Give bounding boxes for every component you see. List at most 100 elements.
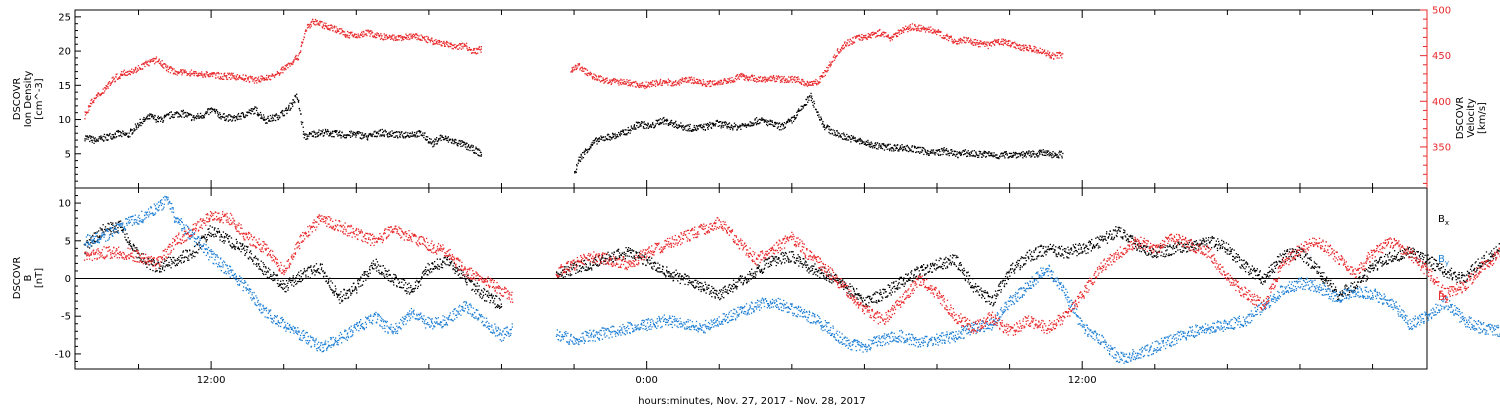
ion-density-point (827, 125, 829, 127)
velocity-point (1023, 44, 1025, 46)
ion-density-point (592, 140, 594, 142)
ion-density-point (1030, 151, 1032, 153)
velocity-point (174, 70, 176, 72)
velocity-point (235, 76, 238, 78)
velocity-point (119, 76, 121, 78)
velocity-point (417, 37, 419, 39)
bx-point (406, 283, 409, 286)
ion-density-point (608, 134, 610, 136)
ion-density-point (597, 138, 599, 140)
ion-density-point (828, 126, 831, 128)
velocity-point (195, 71, 197, 73)
bx-point (330, 280, 332, 282)
ion-density-point (272, 119, 274, 122)
velocity-point (113, 77, 115, 80)
ion-density-point (818, 116, 820, 118)
ion-density-point (680, 122, 682, 124)
velocity-point (235, 75, 237, 77)
ion-density-point (478, 148, 480, 150)
velocity-point (839, 51, 841, 53)
ion-density-point (1028, 150, 1030, 153)
ion-density-point (112, 136, 115, 138)
velocity-point (609, 81, 611, 84)
bx-point (201, 235, 203, 237)
velocity-point (109, 84, 111, 87)
ion-density-point (579, 156, 582, 158)
ion-density-point (471, 149, 473, 152)
velocity-point (646, 85, 648, 87)
ion-density-point (578, 160, 580, 162)
velocity-point (316, 20, 318, 22)
velocity-point (137, 65, 140, 67)
velocity-point (369, 35, 371, 37)
velocity-point (378, 35, 381, 38)
bx-point (302, 278, 304, 280)
velocity-point (593, 73, 595, 75)
ion-density-point (595, 137, 597, 140)
velocity-point (234, 78, 236, 80)
velocity-point (398, 39, 400, 41)
bx-point (248, 258, 250, 260)
velocity-point (681, 79, 683, 82)
ion-density-point (833, 130, 836, 132)
ion-density-point (362, 135, 365, 137)
velocity-point (121, 74, 123, 77)
bx-point (576, 269, 578, 271)
velocity-point (400, 37, 402, 39)
ion-density-point (339, 134, 341, 136)
velocity-point (967, 37, 969, 40)
velocity-point (685, 76, 687, 79)
velocity-point (955, 40, 957, 42)
ion-density-point (475, 147, 478, 150)
ion-density-point (445, 139, 448, 141)
ion-density-point (702, 128, 704, 131)
ion-density-point (843, 132, 845, 134)
velocity-point (405, 37, 407, 39)
ion-density-point (624, 129, 626, 131)
velocity-point (791, 81, 793, 83)
ion-density-point (574, 171, 576, 173)
ion-density-point (229, 119, 231, 121)
ion-density-point (934, 152, 936, 154)
bx-point (438, 265, 441, 268)
velocity-point (609, 79, 611, 81)
ion-density-point (632, 128, 634, 130)
ion-density-point (682, 124, 684, 127)
ion-density-point (303, 137, 305, 139)
ion-density-point (308, 135, 310, 137)
ion-density-point (678, 126, 680, 128)
velocity-point (1018, 47, 1020, 49)
ion-density-point (219, 117, 221, 119)
velocity-point (261, 79, 263, 81)
ion-density-point (251, 108, 253, 110)
velocity-point (392, 34, 394, 36)
bx-point (166, 264, 168, 266)
velocity-point (632, 81, 634, 83)
ion-density-point (417, 130, 419, 132)
velocity-point (853, 42, 856, 44)
velocity-point (197, 75, 199, 77)
bx-point (260, 268, 262, 271)
velocity-point (230, 78, 232, 80)
velocity-point (282, 66, 285, 68)
ion-density-point (461, 140, 463, 142)
ion-density-point (674, 122, 676, 124)
ion-density-point (875, 144, 877, 146)
ion-density-point (111, 138, 113, 140)
velocity-point (389, 36, 391, 38)
velocity-point (683, 81, 685, 83)
ion-density-point (459, 143, 461, 145)
ion-density-point (148, 115, 150, 117)
velocity-point (668, 81, 670, 83)
velocity-point (108, 82, 110, 84)
ion-density-point (756, 120, 759, 123)
velocity-point (966, 40, 968, 42)
velocity-point (920, 24, 922, 27)
velocity-point (829, 66, 831, 68)
bx-point (265, 273, 267, 275)
bx-point (296, 275, 298, 277)
ion-density-point (1017, 156, 1020, 158)
bx-point (167, 264, 169, 266)
ion-density-point (1036, 152, 1039, 154)
ion-density-point (294, 101, 296, 104)
